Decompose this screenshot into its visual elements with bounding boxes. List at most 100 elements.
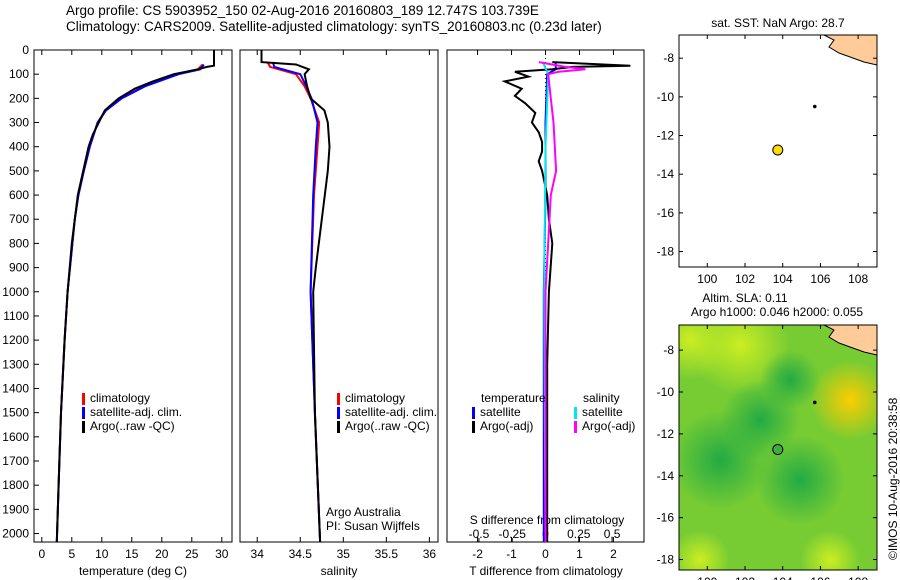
temperature-panel-frame [33, 49, 233, 543]
legend-swatch [574, 421, 577, 433]
sst-map-lat-label: -12 [657, 129, 675, 143]
legend-label: satellite-adj. clim. [90, 405, 182, 419]
sla-map-argo-position [772, 444, 784, 456]
heat-blob [755, 435, 845, 525]
legend-label: Argo(..raw -QC) [90, 419, 175, 433]
heat-blob [810, 360, 877, 440]
t-diff-tick-label: 2 [610, 547, 617, 561]
heat-blob [679, 410, 770, 510]
legend-swatch [82, 421, 85, 433]
depth-tick-label: 600 [9, 188, 29, 202]
sla-map-title-2: Argo h1000: 0.046 h2000: 0.055 [691, 305, 863, 319]
sst-map-lat-label: -8 [663, 51, 674, 65]
depth-tick-label: 1500 [2, 406, 29, 420]
sla-map-island [812, 400, 817, 405]
depth-tick-label: 2000 [2, 527, 29, 541]
t-diff-xlabel: T difference from climatology [469, 564, 623, 578]
legend-swatch [82, 393, 85, 405]
temperature-tick-label: 5 [68, 547, 75, 561]
watermark: ©IMOS 10-Aug-2016 20:38:58 [886, 397, 900, 560]
depth-tick-label: 700 [9, 212, 29, 226]
salinity-line-0 [266, 61, 322, 543]
depth-tick-label: 500 [9, 164, 29, 178]
depth-tick-label: 1800 [2, 478, 29, 492]
temperature-line-1 [55, 63, 205, 543]
s-diff-tick-label: 0.25 [567, 527, 591, 541]
annotation-1: Argo Australia [326, 505, 401, 519]
temperature-tick-label: 20 [155, 547, 169, 561]
sst-map-lon-label: 106 [810, 272, 830, 286]
sla-map-lon-label: 108 [848, 575, 868, 580]
sla-map-lat-label: -18 [657, 553, 675, 567]
temperature-tick-label: 0 [38, 547, 45, 561]
depth-tick-label: 1900 [2, 502, 29, 516]
t-diff-tick-label: -2 [472, 547, 483, 561]
salinity-tick-label: 35.5 [375, 547, 399, 561]
legend-swatch [337, 421, 340, 433]
sla-map-lon-label: 104 [773, 575, 793, 580]
salinity-tick-label: 35 [337, 547, 351, 561]
depth-tick-label: 1200 [2, 333, 29, 347]
sst-map-lon-label: 104 [773, 272, 793, 286]
t-diff-tick-label: 0 [542, 547, 549, 561]
heat-blob [760, 350, 820, 410]
title-line-1: Argo profile: CS 5903952_150 02-Aug-2016… [66, 3, 539, 18]
sst-map-lon-label: 108 [848, 272, 868, 286]
legend-swatch [337, 407, 340, 419]
t-diff-tick-label: 1 [576, 547, 583, 561]
salinity-tick-label: 36 [423, 547, 437, 561]
t-diff-tick-label: -1 [506, 547, 517, 561]
legend-label: satellite [582, 405, 623, 419]
sst-map-lat-label: -16 [657, 206, 675, 220]
salinity-line-2 [260, 50, 331, 543]
depth-tick-label: 100 [9, 67, 29, 81]
salinity-tick-label: 34 [251, 547, 265, 561]
sst-map-lat-label: -18 [657, 245, 675, 259]
depth-tick-label: 1000 [2, 285, 29, 299]
legend-label: Argo(-adj) [582, 419, 635, 433]
sla-map-lon-label: 106 [810, 575, 830, 580]
depth-tick-label: 300 [9, 116, 29, 130]
sla-map-title-1: Altim. SLA: 0.11 [702, 291, 787, 305]
sla-map-lat-label: -12 [657, 427, 675, 441]
legend-label: Argo(-adj) [480, 419, 533, 433]
depth-tick-label: 1100 [3, 309, 29, 323]
sla-map-lon-label: 100 [697, 575, 717, 580]
sst-map-frame [678, 34, 878, 268]
sst-map-lon-label: 102 [735, 272, 755, 286]
legend-swatch [472, 407, 475, 419]
sst-map-lat-label: -14 [657, 167, 675, 181]
sla-map-frame [678, 324, 878, 571]
depth-tick-label: 1400 [2, 381, 29, 395]
s-diff-tick-label: -0.5 [469, 527, 490, 541]
temperature-xlabel: temperature (deg C) [79, 564, 187, 578]
salinity-line-1 [271, 61, 322, 543]
sst-map-lon-label: 100 [697, 272, 717, 286]
temperature-tick-label: 10 [95, 547, 109, 561]
temperature-line-2 [55, 50, 215, 543]
sla-map-lat-label: -16 [657, 511, 675, 525]
heat-blob [679, 530, 730, 570]
title-line-2: Climatology: CARS2009. Satellite-adjuste… [66, 19, 602, 34]
legend-t-title: temperature [481, 391, 546, 405]
temperature-line-0 [55, 63, 204, 543]
legend-label: satellite-adj. clim. [345, 405, 437, 419]
depth-tick-label: 400 [9, 140, 29, 154]
legend-s-title: salinity [583, 391, 620, 405]
sla-map-lat-label: -14 [657, 469, 675, 483]
salinity-panel-frame [239, 49, 439, 543]
annotation-2: PI: Susan Wijffels [326, 519, 420, 533]
depth-tick-label: 900 [9, 261, 29, 275]
heat-blob [800, 530, 860, 570]
depth-tick-label: 200 [9, 91, 29, 105]
legend-label: satellite [480, 405, 521, 419]
s-diff-tick-label: 0.5 [604, 527, 621, 541]
sst-map-title: sat. SST: NaN Argo: 28.7 [711, 16, 845, 30]
depth-tick-label: 1300 [2, 357, 29, 371]
difference-line-1 [501, 61, 631, 542]
salinity-xlabel: salinity [321, 564, 358, 578]
legend-swatch [472, 421, 475, 433]
legend-label: Argo(..raw -QC) [345, 419, 430, 433]
difference-line-3 [538, 61, 586, 542]
